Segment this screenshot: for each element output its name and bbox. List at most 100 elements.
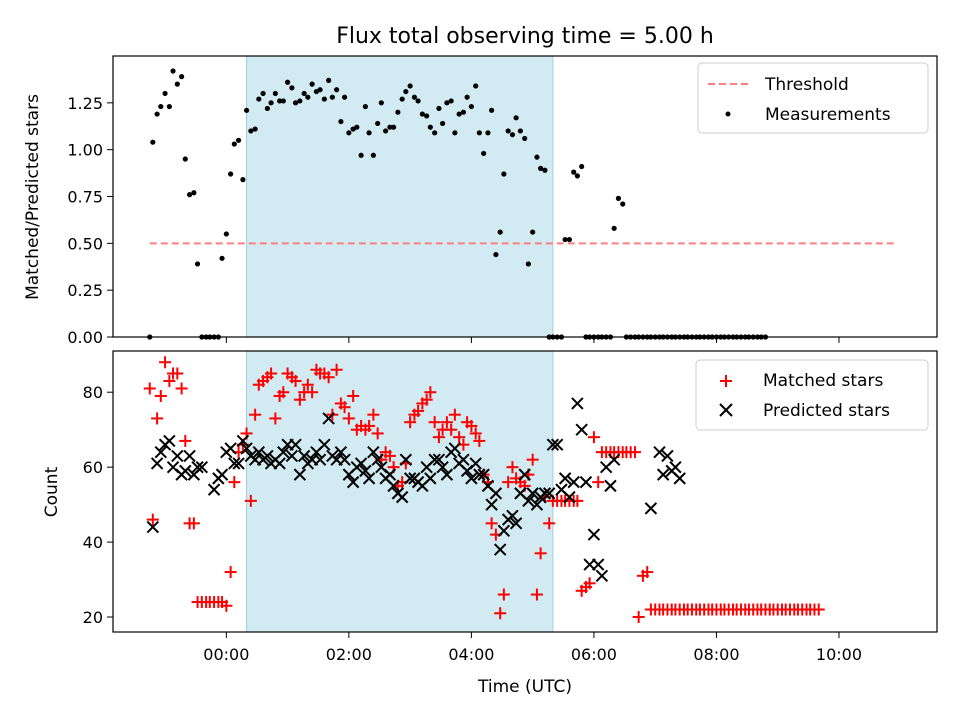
predicted-star-point (163, 434, 176, 448)
measurement-point (338, 118, 344, 125)
matched-star-point (159, 356, 172, 369)
predicted-star-point (493, 543, 507, 556)
x-stroke (322, 412, 335, 425)
y-axis-ticks-bottom: 20 40 60 80 (83, 383, 113, 627)
predicted-star-point (236, 434, 250, 448)
observing-window-shade-top (246, 56, 554, 337)
x-stroke (457, 453, 470, 466)
y-tick-label: 20 (83, 608, 103, 627)
predicted-star-point (673, 472, 686, 485)
predicted-star-point (424, 472, 437, 485)
x-tick-label: 06:00 (571, 645, 617, 664)
predicted-star-point (522, 494, 535, 508)
x-stroke (592, 558, 605, 571)
measurement-point (150, 139, 156, 145)
x-stroke (240, 442, 253, 455)
matched-star-point (228, 476, 241, 489)
matched-star-point (143, 382, 156, 395)
matched-stars-points (143, 356, 825, 624)
matched-star-point (469, 427, 482, 440)
measurement-point (321, 96, 327, 102)
predicted-star-point (538, 487, 552, 500)
matched-star-point (171, 367, 184, 380)
measurement-point (158, 103, 164, 110)
matched-star-point (371, 427, 384, 440)
x-stroke (154, 445, 167, 459)
measurement-point (481, 150, 487, 157)
matched-star-point (628, 446, 641, 459)
predicted-star-point (228, 457, 241, 470)
measurement-point (403, 88, 409, 95)
y-tick-label: 40 (83, 533, 103, 552)
measurement-point (179, 74, 185, 80)
matched-star-point (338, 401, 351, 414)
matched-star-point (151, 412, 164, 425)
x-stroke (252, 445, 266, 459)
predicted-star-point (146, 520, 160, 534)
predicted-star-point (273, 457, 286, 470)
measurement-point (505, 128, 511, 134)
predicted-star-point (587, 528, 601, 541)
predicted-star-point (469, 457, 482, 470)
matched-star-point (473, 434, 486, 447)
measurement-point (186, 192, 193, 198)
predicted-star-point (224, 442, 237, 455)
predicted-star-point (448, 442, 462, 455)
measurement-point (358, 152, 364, 158)
measurement-point (260, 90, 266, 97)
predicted-star-point (607, 453, 621, 466)
predicted-star-point (277, 445, 290, 459)
x-stroke (518, 468, 531, 481)
x-stroke (166, 460, 180, 474)
predicted-star-point (465, 472, 478, 485)
measurement-point (473, 83, 479, 89)
x-stroke (550, 438, 564, 451)
measurement-point (272, 90, 278, 97)
measurement-point (354, 124, 360, 130)
legend-matched-swatch (720, 375, 732, 387)
matched-star-point (146, 513, 159, 526)
measurement-point (513, 115, 519, 121)
x-stroke (359, 464, 372, 478)
matched-star-point (220, 599, 233, 612)
measurement-point (162, 90, 168, 97)
x-stroke (440, 468, 454, 481)
y-tick-label: 0.25 (67, 281, 103, 300)
x-stroke (236, 434, 250, 448)
x-stroke (232, 457, 245, 470)
measurement-point (154, 111, 160, 117)
x-stroke (607, 453, 621, 466)
measurement-point (501, 171, 507, 177)
legend-box-bottom (695, 359, 929, 431)
predicted-star-point (558, 472, 572, 485)
measurement-point (264, 105, 270, 112)
x-stroke (183, 449, 196, 463)
matched-star-point (404, 416, 417, 429)
predicted-star-point (362, 472, 376, 485)
x-stroke (261, 449, 274, 463)
matched-star-point (244, 494, 257, 507)
predicted-star-point (313, 453, 327, 466)
x-stroke (289, 438, 302, 451)
measurement-point (390, 124, 397, 130)
measurement-point (235, 137, 242, 143)
predicted-star-point (669, 460, 682, 474)
measurement-point (289, 85, 295, 91)
measurement-point (444, 100, 450, 106)
predicted-star-point (567, 475, 580, 489)
matched-star-point (265, 367, 278, 380)
predicted-star-point (293, 468, 307, 481)
matched-star-point (632, 611, 645, 624)
y-tick-label: 80 (83, 383, 103, 402)
matched-star-point (543, 517, 556, 530)
matched-star-point (383, 449, 396, 462)
measurement-point (191, 190, 197, 196)
predicted-star-point (150, 457, 164, 470)
predicted-star-point (457, 453, 470, 466)
measurement-point (231, 141, 237, 147)
legend-top: Threshold Measurements (697, 62, 929, 134)
predicted-star-point (289, 438, 302, 451)
x-stroke (604, 479, 617, 493)
predicted-star-point (371, 453, 384, 466)
predicted-star-point (318, 438, 331, 451)
